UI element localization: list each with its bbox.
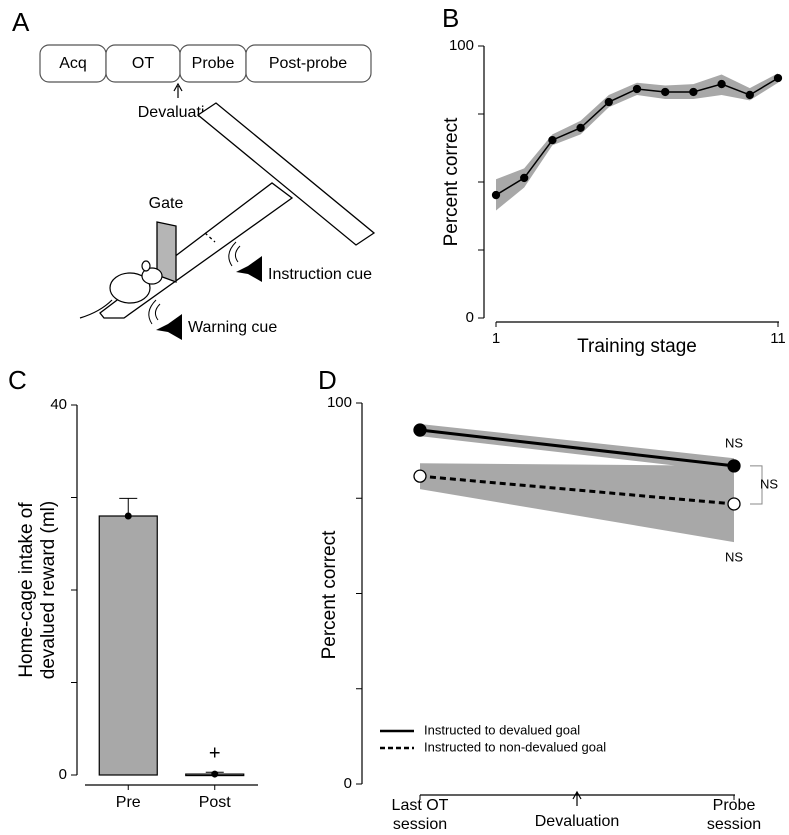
- x-axis-label: Training stage: [577, 336, 697, 357]
- annotation: NS: [760, 476, 778, 491]
- panel-label: A: [12, 7, 30, 37]
- timeline: [39, 44, 372, 83]
- y-axis-label: Home-cage intake of devalued reward (ml): [16, 500, 59, 680]
- point: [413, 469, 427, 483]
- x-tick-label: 1: [492, 330, 500, 347]
- y-tick-label: 0: [344, 775, 352, 792]
- error-band: [496, 73, 778, 211]
- maze-mark: [204, 232, 216, 243]
- x-tick-label: 11: [770, 330, 786, 347]
- x-tick-label: Post: [199, 794, 232, 811]
- y-tick-label: 100: [449, 37, 474, 54]
- annotation: NS: [725, 436, 743, 451]
- rat-ear: [141, 260, 151, 272]
- point: [124, 512, 132, 520]
- panel-label: B: [442, 3, 459, 33]
- legend-label: Instructed to non-devalued goal: [424, 739, 606, 754]
- significance-bracket: [750, 465, 763, 505]
- rat-head: [141, 267, 163, 285]
- maze-crossbar: [196, 102, 376, 246]
- panel-label: C: [8, 365, 27, 395]
- point: [413, 423, 427, 437]
- y-axis-label: Percent correct: [319, 530, 340, 660]
- point: [773, 73, 783, 83]
- timeline-label: Post-probe: [269, 55, 347, 72]
- legend-label: Instructed to devalued goal: [424, 722, 580, 737]
- rat-body: [109, 272, 151, 304]
- series-line: [419, 474, 735, 506]
- rat-tail: [79, 299, 113, 319]
- speaker: [228, 241, 262, 282]
- annotation: NS: [725, 550, 743, 565]
- point: [548, 135, 557, 145]
- event-label: Devaluation: [535, 813, 620, 830]
- timeline-label: Acq: [59, 55, 87, 72]
- annotation: +: [209, 743, 221, 765]
- timeline-box: [245, 44, 372, 83]
- y-axis-label: Percent correct: [441, 117, 462, 247]
- point: [491, 190, 501, 200]
- point: [717, 79, 726, 89]
- x-tick-label: Probe session: [706, 797, 762, 833]
- y-tick-label: 100: [327, 394, 352, 411]
- series-line: [419, 428, 735, 468]
- gate-label: Gate: [149, 195, 184, 212]
- x-tick-label: Last OT session: [391, 797, 449, 833]
- point: [745, 90, 754, 100]
- y-tick-label: 40: [50, 396, 67, 413]
- point: [211, 770, 219, 778]
- event-arrow: [173, 82, 183, 98]
- point: [727, 459, 741, 473]
- point: [520, 173, 529, 183]
- point: [604, 97, 613, 107]
- y-tick-label: 0: [466, 309, 474, 326]
- speaker-waves: [228, 241, 241, 267]
- gate: [156, 221, 177, 283]
- point: [727, 497, 741, 511]
- y-tick-label: 0: [59, 766, 67, 783]
- panel-label: D: [318, 365, 337, 395]
- timeline-label: OT: [132, 55, 154, 72]
- point: [576, 123, 585, 133]
- speaker: [148, 299, 182, 340]
- point: [689, 87, 698, 97]
- timeline-label: Probe: [192, 55, 235, 72]
- cue-label: Instruction cue: [268, 266, 372, 283]
- speaker-body: [236, 256, 262, 282]
- rat: [79, 260, 163, 319]
- point: [632, 84, 642, 94]
- event-arrow: [572, 790, 582, 806]
- bar: [98, 515, 158, 776]
- speaker-body: [156, 314, 182, 340]
- speaker-waves: [148, 299, 161, 325]
- point: [661, 87, 670, 97]
- error-band: [420, 463, 734, 543]
- x-tick-label: Pre: [116, 794, 141, 811]
- cue-label: Warning cue: [188, 319, 277, 336]
